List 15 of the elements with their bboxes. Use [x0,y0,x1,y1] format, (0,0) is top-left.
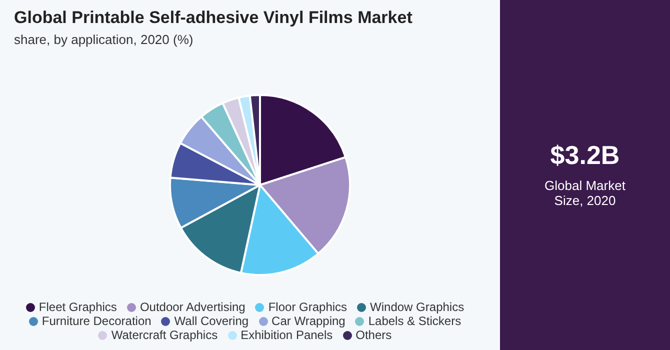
legend-label: Exhibition Panels [240,328,333,342]
legend-label: Fleet Graphics [38,300,117,314]
text: $3.2B [549,140,621,171]
legend-label: Floor Graphics [268,300,348,314]
legend-label: Window Graphics [370,300,464,314]
chart-subtitle: share, by application, 2020 (%) [14,32,194,47]
chart-title: Global Printable Self-adhesive Vinyl Films Market [14,8,412,28]
legend-label: Car Wrapping [272,314,346,328]
legend-label: Outdoor Advertising [140,300,246,314]
legend-label: Others [356,328,392,342]
legend-label: Furniture Decoration [42,314,152,328]
text: Global Market Size, 2020 [544,178,626,208]
legend-label: Labels & Stickers [368,314,462,328]
legend-label: Watercraft Graphics [111,328,218,342]
legend-label: Wall Covering [174,314,249,328]
